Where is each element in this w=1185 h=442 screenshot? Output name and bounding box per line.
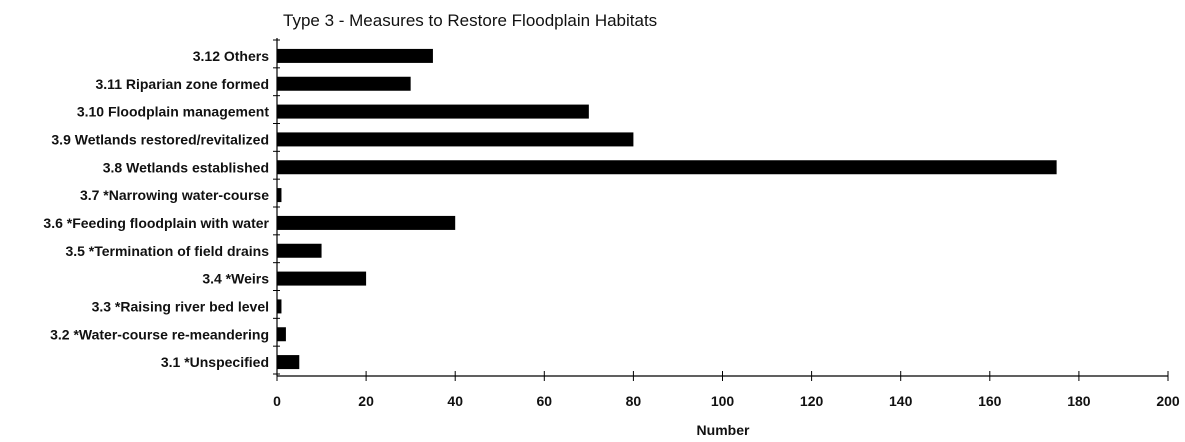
x-tick-label: 0 <box>273 393 281 409</box>
bar <box>277 48 433 63</box>
bars <box>277 48 1057 370</box>
x-tick-label: 160 <box>978 393 1002 409</box>
category-label: 3.12 Others <box>193 48 269 64</box>
bar <box>277 299 282 314</box>
bar <box>277 104 589 119</box>
x-tick-label: 80 <box>626 393 642 409</box>
x-tick-label: 60 <box>537 393 553 409</box>
x-tick-label: 100 <box>711 393 735 409</box>
x-tick-label: 200 <box>1156 393 1180 409</box>
category-label: 3.3 *Raising river bed level <box>92 298 269 314</box>
bar <box>277 327 286 342</box>
bar <box>277 160 1057 175</box>
bar <box>277 76 411 91</box>
category-label: 3.4 *Weirs <box>202 271 269 287</box>
chart-title: Type 3 - Measures to Restore Floodplain … <box>283 11 657 30</box>
category-label: 3.5 *Termination of field drains <box>65 243 269 259</box>
x-axis-ticks: 0 20 40 60 80 100 120 140 160 180 200 <box>273 371 1180 409</box>
category-label: 3.7 *Narrowing water-course <box>80 187 269 203</box>
category-label: 3.11 Riparian zone formed <box>96 76 270 92</box>
bar <box>277 271 367 286</box>
bar <box>277 355 300 370</box>
x-axis-label: Number <box>697 422 750 438</box>
bar <box>277 243 322 258</box>
category-label: 3.2 *Water-course re-meandering <box>50 326 269 342</box>
bar <box>277 215 456 230</box>
category-label: 3.1 *Unspecified <box>161 354 269 370</box>
category-label: 3.9 Wetlands restored/revitalized <box>51 131 269 147</box>
x-tick-label: 140 <box>889 393 913 409</box>
x-tick-label: 20 <box>358 393 374 409</box>
category-label: 3.6 *Feeding floodplain with water <box>43 215 269 231</box>
bar <box>277 188 282 203</box>
category-labels: 3.12 Others 3.11 Riparian zone formed 3.10… <box>43 48 269 370</box>
x-tick-label: 180 <box>1067 393 1091 409</box>
category-label: 3.8 Wetlands established <box>103 159 269 175</box>
x-tick-label: 40 <box>447 393 463 409</box>
bar <box>277 132 634 147</box>
x-tick-label: 120 <box>800 393 824 409</box>
category-label: 3.10 Floodplain management <box>77 104 269 120</box>
